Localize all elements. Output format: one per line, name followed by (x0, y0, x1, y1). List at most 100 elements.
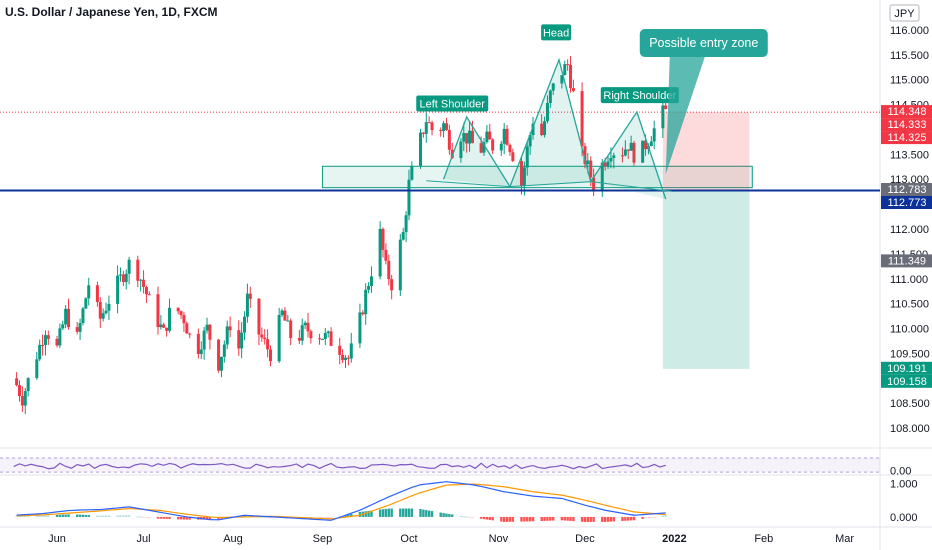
candle (219, 356, 223, 371)
macd-histogram-bar (104, 515, 108, 517)
candle (545, 102, 549, 122)
candle (15, 378, 19, 386)
candle (378, 228, 382, 277)
macd-histogram-bar (116, 515, 119, 517)
callout-text: Possible entry zone (649, 36, 758, 50)
macd-histogram-bar (47, 515, 50, 517)
price-tag-label: 109.191 (887, 363, 927, 375)
macd-histogram-bar (329, 516, 333, 519)
macd-histogram-bar (592, 516, 595, 522)
candle (124, 273, 128, 283)
neckline-zone (321, 165, 753, 189)
take-profit-zone (662, 190, 750, 369)
macd-histogram-bar (162, 516, 165, 519)
macd-histogram-bar (260, 516, 264, 518)
rsi-tick: 0.00 (890, 466, 911, 478)
macd-histogram-bar (370, 510, 373, 517)
candle (323, 333, 327, 339)
price-tag-label: 114.348 (888, 106, 927, 118)
price-tick: 108.500 (890, 398, 930, 410)
macd-histogram-bar (647, 516, 650, 519)
price-tick: 110.000 (890, 324, 929, 336)
candle (98, 301, 102, 319)
price-tag (881, 118, 932, 132)
macd-histogram-bar (101, 515, 105, 517)
macd-histogram-bar (269, 516, 272, 518)
macd-histogram-bar (629, 516, 633, 521)
macd-histogram-bar (419, 509, 422, 517)
price-tag (881, 254, 932, 268)
candle (664, 105, 668, 110)
macd-histogram-bar (61, 514, 64, 517)
candle (87, 285, 91, 299)
macd-histogram-bar (601, 516, 604, 522)
candle (358, 312, 362, 344)
candle (600, 162, 604, 190)
macd-histogram-bar (422, 509, 425, 517)
macd-histogram-bar (156, 516, 160, 519)
macd-histogram-bar (471, 516, 474, 518)
macd-histogram-bar (589, 516, 592, 522)
macd-histogram-bar (24, 515, 27, 517)
currency-label: JPY (894, 8, 915, 20)
candle (505, 128, 509, 145)
macd-histogram-bar (344, 515, 347, 517)
macd-histogram-bar (75, 514, 79, 517)
candle (58, 328, 62, 346)
candle (263, 337, 267, 340)
candle (280, 310, 284, 316)
macd-histogram-bar (44, 515, 47, 517)
candle (447, 129, 451, 150)
macd-histogram-bar (569, 516, 572, 521)
candle (583, 146, 587, 165)
macd-histogram-bar (580, 516, 584, 522)
macd-histogram-bar (358, 511, 362, 517)
macd-histogram-bar (384, 508, 388, 517)
currency-badge (889, 4, 920, 22)
macd-histogram-bar (491, 516, 494, 521)
candle (649, 141, 653, 147)
macd-histogram-bar (364, 511, 367, 517)
macd-histogram-bar (107, 515, 111, 517)
macd-histogram-bar (563, 516, 566, 521)
candle (188, 333, 192, 335)
candle (162, 324, 166, 328)
macd-histogram-bar (96, 515, 99, 517)
macd-histogram-bar (552, 516, 555, 521)
candle (159, 324, 163, 328)
candle (404, 215, 408, 233)
macd-histogram-bar (326, 516, 330, 519)
price-tag-label: 112.773 (888, 197, 927, 209)
candle (661, 105, 665, 129)
candle (217, 339, 221, 371)
macd-histogram-bar (540, 516, 543, 521)
macd-histogram-bar (479, 516, 483, 519)
candle (592, 177, 596, 190)
macd-histogram-bar (442, 513, 445, 517)
candle (488, 131, 492, 140)
macd-histogram-bar (387, 508, 390, 517)
candle (349, 343, 353, 359)
candle (468, 130, 472, 144)
macd-histogram-bar (526, 516, 529, 522)
candle (222, 344, 226, 357)
macd-histogram-bar (179, 516, 183, 520)
price-tick: 115.500 (890, 50, 929, 62)
right-shoulder-fill (590, 112, 666, 200)
candle (104, 310, 108, 314)
macd-histogram-bar (425, 510, 428, 517)
candle (491, 139, 495, 151)
candle (240, 332, 244, 349)
candle (248, 293, 252, 299)
candle (245, 293, 249, 317)
callout-box (639, 29, 768, 57)
macd-histogram-bar (185, 516, 189, 520)
candle (81, 308, 85, 324)
macd-histogram-bar (528, 516, 532, 522)
macd-histogram-bar (125, 515, 128, 517)
candle (641, 140, 645, 163)
price-tag-label: 111.349 (888, 255, 926, 267)
candle (309, 331, 313, 339)
candle (118, 274, 122, 276)
